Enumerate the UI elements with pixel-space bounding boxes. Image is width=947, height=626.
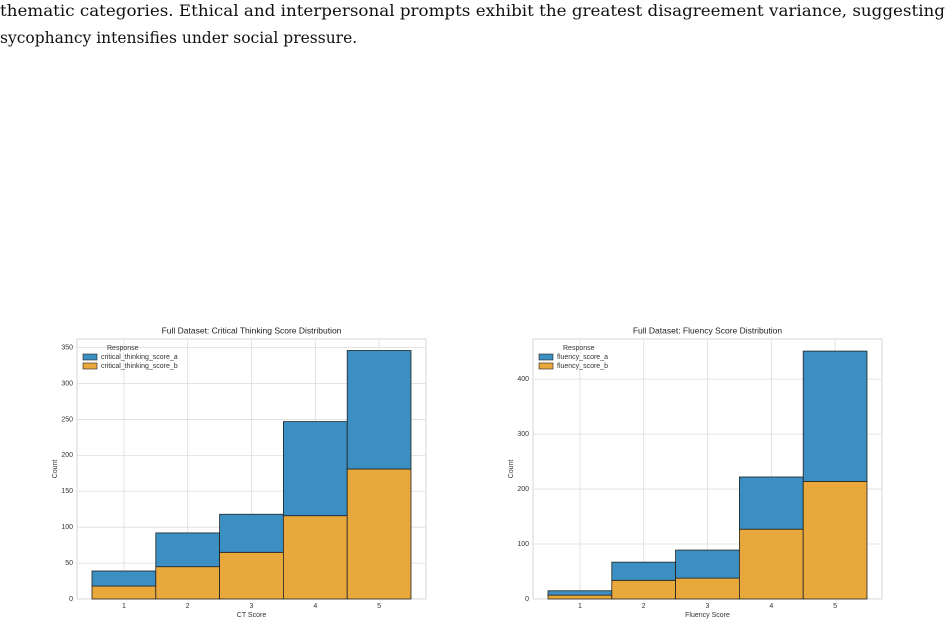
chart: 0 50 100 150 200 250 300 350 1 2 3 4 5 Full Dataset: … [52, 325, 427, 619]
legend-label: critical_thinking_score_a [101, 354, 178, 361]
bar-segment [739, 476, 804, 530]
bar-segment [675, 549, 740, 579]
x-axis-label: CT Score [237, 612, 267, 619]
x-tick-label: 5 [377, 603, 381, 610]
y-tick-label: 300 [61, 380, 73, 387]
legend-label: critical_thinking_score_b [101, 363, 178, 370]
y-tick-label: 200 [61, 452, 73, 459]
y-tick-label: 100 [61, 524, 73, 531]
y-axis-label: Count [508, 460, 515, 479]
y-tick-label: 200 [517, 486, 529, 493]
x-tick-label: 5 [833, 603, 837, 610]
legend-swatch [82, 353, 98, 361]
bar-segment [547, 594, 613, 600]
bar-segment [802, 350, 868, 482]
legend-title: Response [107, 345, 139, 352]
y-tick-label: 350 [61, 344, 73, 351]
paragraph-line: sycophancy intensifies under social pres… [0, 29, 357, 47]
bar-segment [547, 590, 613, 596]
legend-swatch [538, 362, 554, 370]
bar-segment [91, 585, 157, 600]
x-tick-label: 4 [769, 603, 773, 610]
y-tick-label: 0 [525, 596, 529, 603]
legend-label: fluency_score_a [557, 354, 608, 361]
bar-segment [91, 570, 157, 587]
x-tick-label: 3 [250, 603, 254, 610]
x-tick-label: 3 [706, 603, 710, 610]
y-tick-label: 50 [65, 560, 73, 567]
legend-swatch [82, 362, 98, 370]
bar-segment [282, 515, 348, 600]
x-tick-label: 2 [642, 603, 646, 610]
x-tick-label: 4 [313, 603, 317, 610]
x-tick-label: 1 [578, 603, 582, 610]
paragraph-line: thematic categories. Ethical and interpe… [0, 2, 945, 20]
legend-title: Response [563, 345, 595, 352]
bar-segment [155, 566, 221, 600]
y-tick-label: 300 [517, 431, 529, 438]
x-tick-label: 2 [186, 603, 190, 610]
y-tick-label: 0 [69, 596, 73, 603]
legend-label: fluency_score_b [557, 363, 608, 370]
bar-segment [219, 551, 284, 600]
bar-segment [611, 579, 676, 600]
legend-swatch [538, 353, 554, 361]
x-axis-label: Fluency Score [685, 612, 730, 619]
y-tick-label: 250 [61, 416, 73, 423]
bar-segment [219, 513, 284, 553]
bar-segment [155, 532, 221, 568]
bar-segment [611, 561, 676, 581]
y-tick-label: 150 [61, 488, 73, 495]
bar-segment [282, 421, 348, 517]
bar-segment [675, 577, 740, 600]
bar-segment [346, 468, 412, 600]
y-tick-label: 100 [517, 541, 529, 548]
chart: 0 100 200 300 400 1 2 3 4 5 Full Dataset: Fluency … [508, 325, 883, 619]
chart-title: Full Dataset: Critical Thinking Score Di… [162, 325, 342, 335]
y-axis-label: Count [52, 460, 59, 479]
bar-segment [346, 350, 412, 470]
x-tick-label: 1 [122, 603, 126, 610]
bar-segment [802, 480, 868, 600]
y-tick-label: 400 [517, 376, 529, 383]
bar-segment [739, 528, 804, 600]
chart-title: Full Dataset: Fluency Score Distribution [633, 325, 783, 335]
